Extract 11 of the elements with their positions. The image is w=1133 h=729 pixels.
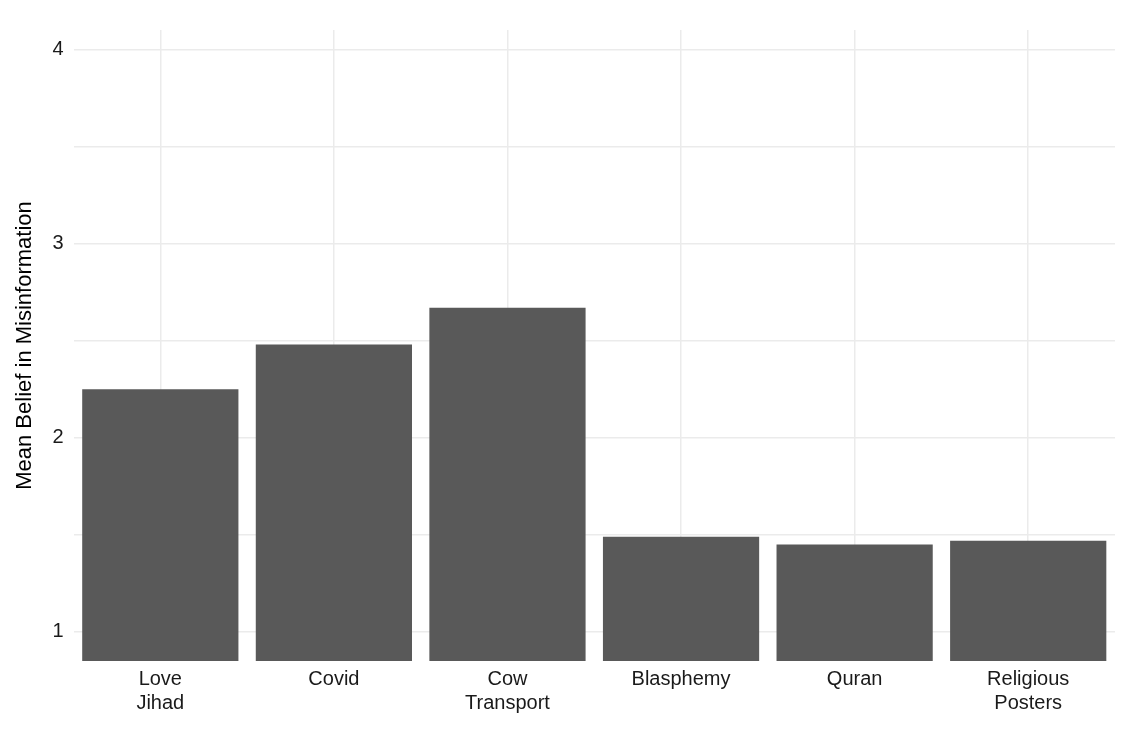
x-tick-label: Love Jihad (136, 666, 185, 713)
y-tick-label: 1 (52, 619, 64, 642)
x-tick-label: Cow Transport (465, 666, 551, 713)
x-tick-label: Quran (826, 666, 883, 689)
y-axis-title: Mean Belief in Misinformation (11, 201, 37, 490)
x-tick-label: Religious Posters (987, 666, 1070, 713)
x-tick-label: Covid (308, 666, 360, 689)
y-tick-label: 4 (52, 36, 64, 59)
x-tick-label: Blasphemy (631, 666, 731, 689)
y-tick-label: 3 (52, 231, 64, 254)
y-tick-label: 2 (52, 425, 64, 448)
